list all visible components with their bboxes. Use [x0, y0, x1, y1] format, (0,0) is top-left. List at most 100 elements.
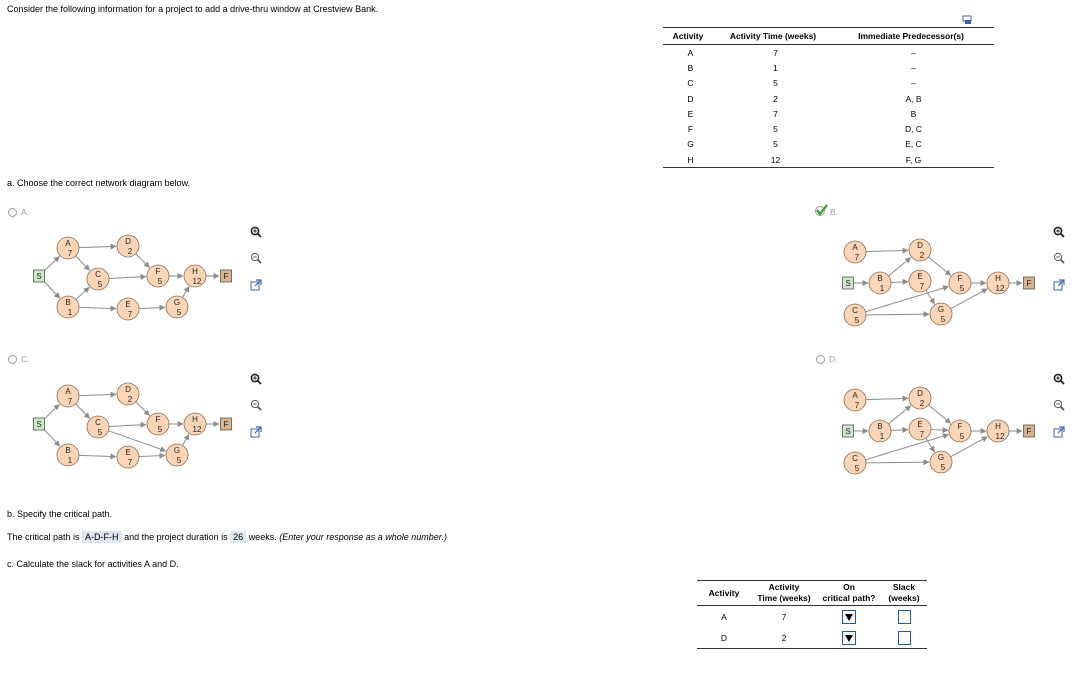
col-activity-time: Activity Time (weeks): [751, 580, 817, 606]
node-a: A7: [56, 236, 80, 260]
svg-text:7: 7: [68, 249, 73, 258]
node-h: H12: [986, 271, 1010, 295]
svg-text:B: B: [877, 422, 882, 431]
svg-text:A: A: [852, 391, 858, 400]
svg-text:1: 1: [68, 456, 73, 465]
svg-text:5: 5: [960, 284, 965, 293]
edge-b-e: [890, 426, 909, 433]
node-c: C5: [843, 303, 867, 327]
table-row: B 1 –: [663, 60, 994, 75]
node-f: F5: [948, 419, 972, 443]
zoom-in-icon[interactable]: [250, 226, 262, 238]
edge-a-d: [78, 243, 117, 250]
part-c-prompt: c. Calculate the slack for activities A …: [7, 559, 179, 569]
cell: E, C: [905, 139, 922, 150]
zoom-in-icon[interactable]: [1053, 226, 1065, 238]
open-icon[interactable]: [250, 279, 262, 291]
print-icon[interactable]: [962, 15, 973, 25]
cell: C: [687, 78, 694, 89]
edge-a-d: [865, 395, 909, 402]
critical-path-sentence: The critical path is A-D-F-H and the pro…: [7, 531, 447, 543]
cell: –: [911, 62, 916, 73]
edge-s-a: [42, 403, 60, 421]
node-c: C5: [86, 267, 110, 291]
edge-c-f: [108, 421, 147, 428]
edge-c-g: [865, 311, 930, 318]
svg-text:G: G: [174, 298, 180, 307]
svg-text:S: S: [845, 279, 850, 288]
duration-answer[interactable]: 26: [230, 531, 247, 543]
cell: 1: [773, 62, 778, 73]
header-line: (weeks): [888, 593, 920, 603]
node-g: G5: [165, 443, 189, 467]
edge-b-e: [890, 278, 909, 285]
edge-c-g: [108, 430, 167, 452]
svg-text:H: H: [995, 422, 1001, 431]
header-line: Activity: [768, 582, 800, 592]
cell: D, C: [905, 124, 922, 135]
col-time: Activity Time (weeks): [718, 27, 833, 45]
node-b: B1: [56, 443, 80, 467]
node-g: G5: [929, 450, 953, 474]
critical-path-answer[interactable]: A-D-F-H: [82, 531, 122, 543]
svg-text:B: B: [65, 298, 70, 307]
edge-s-b: [42, 280, 61, 299]
response-hint: (Enter your response as a whole number.): [279, 532, 447, 542]
option-d-label: D.: [829, 354, 838, 364]
svg-text:C: C: [95, 270, 101, 279]
svg-text:F: F: [224, 420, 229, 429]
zoom-in-icon[interactable]: [250, 373, 262, 385]
zoom-out-icon[interactable]: [1053, 399, 1065, 411]
cell: –: [911, 47, 916, 58]
zoom-out-icon[interactable]: [250, 399, 262, 411]
svg-text:E: E: [917, 272, 922, 281]
svg-text:7: 7: [920, 282, 925, 291]
svg-text:2: 2: [920, 251, 925, 260]
cell: 7: [773, 47, 778, 58]
zoom-out-icon[interactable]: [250, 252, 262, 264]
slack-input-d[interactable]: [897, 630, 911, 645]
slack-input-a[interactable]: [897, 609, 911, 624]
option-b-label: B.: [830, 207, 839, 217]
node-a: A7: [843, 240, 867, 264]
edge-d-f: [135, 253, 150, 268]
node-c: C5: [843, 451, 867, 475]
cell: 5: [773, 78, 778, 89]
open-icon[interactable]: [250, 426, 262, 438]
open-icon[interactable]: [1053, 279, 1065, 291]
radio-option-d[interactable]: [816, 355, 825, 364]
edge-a-d: [78, 391, 117, 398]
edge-b-c: [75, 286, 90, 300]
svg-text:G: G: [938, 305, 944, 314]
radio-option-c[interactable]: [8, 355, 17, 364]
critical-path-dropdown-a[interactable]: [842, 609, 856, 624]
svg-text:F: F: [156, 415, 161, 424]
open-icon[interactable]: [1053, 426, 1065, 438]
radio-option-a[interactable]: [8, 208, 17, 217]
node-g: G5: [165, 295, 189, 319]
zoom-out-icon[interactable]: [1053, 252, 1065, 264]
svg-text:E: E: [125, 448, 130, 457]
edge-g-h: [182, 433, 190, 446]
svg-text:2: 2: [128, 247, 133, 256]
node-d: D2: [908, 386, 932, 410]
header-line: Time (weeks): [757, 593, 811, 603]
option-a-label: A.: [21, 207, 30, 217]
node-b: B1: [868, 419, 892, 443]
zoom-in-icon[interactable]: [1053, 373, 1065, 385]
header-line: On: [843, 582, 855, 592]
edge-c-f: [108, 273, 147, 280]
svg-text:5: 5: [158, 425, 163, 434]
svg-text:5: 5: [177, 308, 182, 317]
critical-path-dropdown-d[interactable]: [842, 630, 856, 645]
svg-text:7: 7: [128, 310, 133, 319]
activity-table: Activity Activity Time (weeks) Immediate…: [663, 27, 994, 169]
table-row: G 5 E, C: [663, 137, 994, 152]
svg-text:7: 7: [68, 397, 73, 406]
svg-text:G: G: [174, 446, 180, 455]
time-cell: 2: [751, 627, 817, 649]
